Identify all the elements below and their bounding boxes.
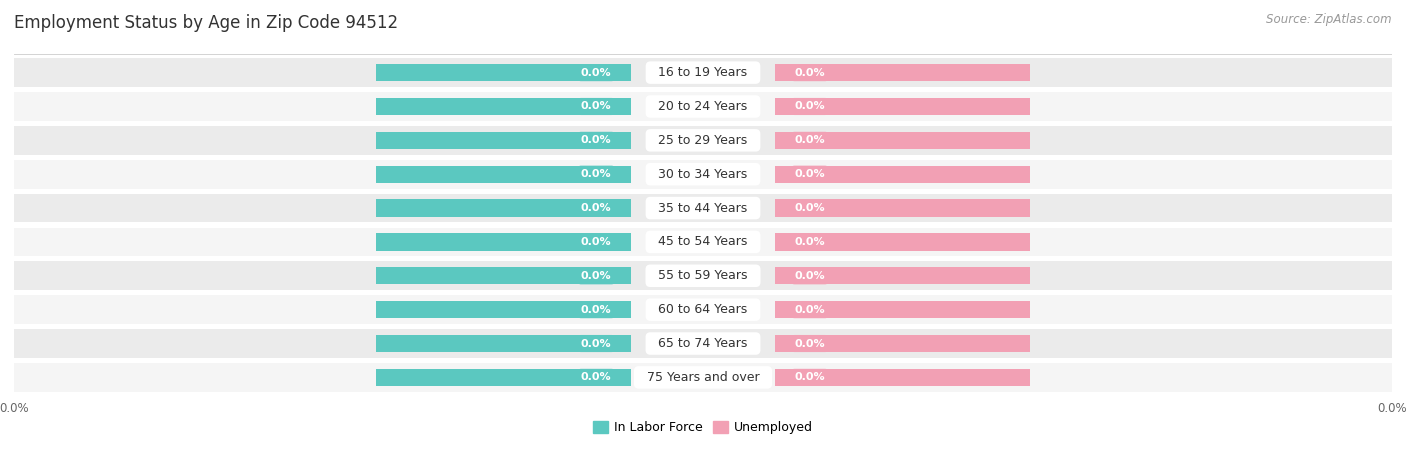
Bar — [375, 132, 631, 149]
Text: 0.0%: 0.0% — [581, 203, 612, 213]
Text: 0.0%: 0.0% — [581, 135, 612, 145]
Legend: In Labor Force, Unemployed: In Labor Force, Unemployed — [593, 421, 813, 434]
Text: 0.0%: 0.0% — [581, 68, 612, 77]
Text: 60 to 64 Years: 60 to 64 Years — [651, 303, 755, 316]
FancyBboxPatch shape — [14, 58, 1392, 87]
FancyBboxPatch shape — [14, 363, 1392, 392]
Text: 0.0%: 0.0% — [581, 169, 612, 179]
Bar — [375, 233, 631, 251]
FancyBboxPatch shape — [14, 126, 1392, 155]
Text: 0.0%: 0.0% — [794, 169, 825, 179]
FancyBboxPatch shape — [14, 228, 1392, 256]
Bar — [375, 301, 631, 318]
Text: 0.0%: 0.0% — [794, 338, 825, 348]
Text: 75 Years and over: 75 Years and over — [638, 371, 768, 384]
Text: 0.0%: 0.0% — [794, 305, 825, 315]
FancyBboxPatch shape — [14, 194, 1392, 222]
Text: 20 to 24 Years: 20 to 24 Years — [651, 100, 755, 113]
Text: 16 to 19 Years: 16 to 19 Years — [651, 66, 755, 79]
Text: 25 to 29 Years: 25 to 29 Years — [651, 134, 755, 147]
Bar — [775, 267, 1031, 284]
Bar — [775, 301, 1031, 318]
Text: 0.0%: 0.0% — [794, 102, 825, 112]
Bar — [375, 166, 631, 183]
Text: 0.0%: 0.0% — [581, 271, 612, 281]
Bar — [775, 233, 1031, 251]
Bar — [375, 369, 631, 386]
Bar — [775, 64, 1031, 81]
Text: 0.0%: 0.0% — [581, 373, 612, 382]
FancyBboxPatch shape — [14, 329, 1392, 358]
FancyBboxPatch shape — [14, 261, 1392, 290]
Text: 45 to 54 Years: 45 to 54 Years — [651, 235, 755, 248]
Text: 30 to 34 Years: 30 to 34 Years — [651, 168, 755, 181]
Text: 0.0%: 0.0% — [794, 237, 825, 247]
Bar — [775, 369, 1031, 386]
Text: 0.0%: 0.0% — [581, 305, 612, 315]
Text: 0.0%: 0.0% — [794, 271, 825, 281]
Text: 0.0%: 0.0% — [581, 237, 612, 247]
Bar — [375, 199, 631, 217]
FancyBboxPatch shape — [14, 295, 1392, 324]
Text: 55 to 59 Years: 55 to 59 Years — [650, 269, 756, 282]
Text: 0.0%: 0.0% — [794, 135, 825, 145]
Text: 0.0%: 0.0% — [794, 68, 825, 77]
Text: 0.0%: 0.0% — [581, 338, 612, 348]
Text: 0.0%: 0.0% — [581, 102, 612, 112]
Text: Employment Status by Age in Zip Code 94512: Employment Status by Age in Zip Code 945… — [14, 14, 398, 32]
Bar — [775, 132, 1031, 149]
Text: 0.0%: 0.0% — [794, 373, 825, 382]
Text: Source: ZipAtlas.com: Source: ZipAtlas.com — [1267, 14, 1392, 27]
Bar — [775, 98, 1031, 115]
Bar — [375, 98, 631, 115]
Text: 35 to 44 Years: 35 to 44 Years — [651, 202, 755, 215]
FancyBboxPatch shape — [14, 92, 1392, 121]
Bar — [375, 335, 631, 352]
Text: 0.0%: 0.0% — [794, 203, 825, 213]
Bar — [375, 267, 631, 284]
FancyBboxPatch shape — [14, 160, 1392, 189]
Bar — [775, 335, 1031, 352]
Bar — [775, 166, 1031, 183]
Bar — [375, 64, 631, 81]
Text: 65 to 74 Years: 65 to 74 Years — [651, 337, 755, 350]
Bar — [775, 199, 1031, 217]
